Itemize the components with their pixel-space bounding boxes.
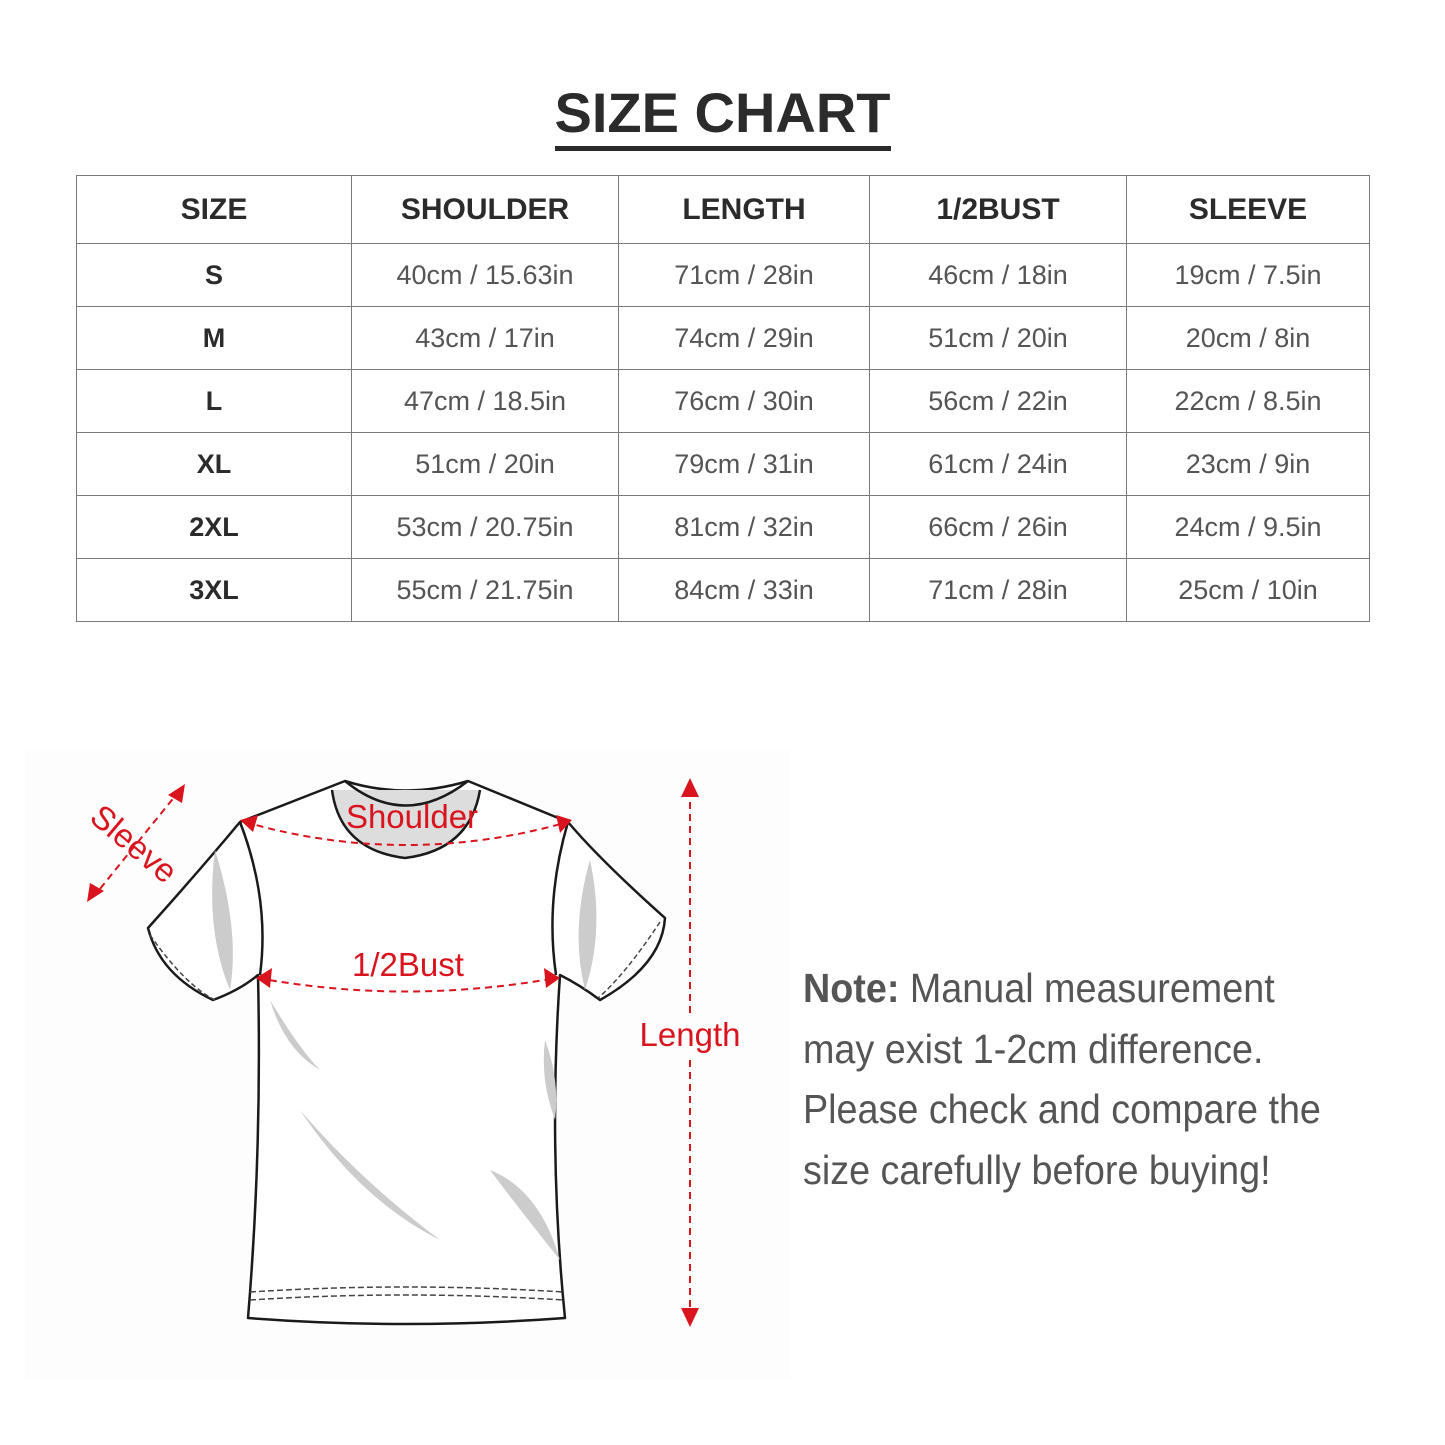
- table-row: 2XL 53cm / 20.75in 81cm / 32in 66cm / 26in 2…: [76, 495, 1370, 559]
- measurement-cell: 56cm / 22in: [869, 369, 1127, 433]
- arrowheads: [87, 778, 699, 1327]
- shoulder-arrow: [244, 821, 569, 846]
- measurement-cell: 25cm / 10in: [1126, 558, 1370, 622]
- measurement-cell: 55cm / 21.75in: [351, 558, 619, 622]
- size-cell: 2XL: [76, 495, 352, 559]
- tshirt-illustration: [146, 779, 667, 1326]
- note-body: Manual measurement may exist 1-2cm diffe…: [803, 965, 1321, 1193]
- bust-arrow: [257, 977, 557, 993]
- measurement-cell: 61cm / 24in: [869, 432, 1127, 496]
- table-header-row: SIZE SHOULDER LENGTH 1/2BUST SLEEVE: [76, 175, 1370, 244]
- measurement-cell: 81cm / 32in: [618, 495, 870, 559]
- size-table: SIZE SHOULDER LENGTH 1/2BUST SLEEVE S 40c…: [76, 175, 1370, 622]
- measurement-cell: 71cm / 28in: [618, 243, 870, 307]
- measurement-cell: 47cm / 18.5in: [351, 369, 619, 433]
- measurement-cell: 22cm / 8.5in: [1126, 369, 1370, 433]
- measurement-cell: 24cm / 9.5in: [1126, 495, 1370, 559]
- measurement-cell: 66cm / 26in: [869, 495, 1127, 559]
- size-cell: XL: [76, 432, 352, 496]
- page-title: SIZE CHART: [0, 82, 1445, 151]
- bust-label: 1/2Bust: [352, 946, 464, 983]
- shoulder-label: Shoulder: [346, 798, 478, 835]
- measurement-cell: 46cm / 18in: [869, 243, 1127, 307]
- measurement-cell: 76cm / 30in: [618, 369, 870, 433]
- measurement-cell: 23cm / 9in: [1126, 432, 1370, 496]
- size-cell: M: [76, 306, 352, 370]
- length-label: Length: [640, 1016, 741, 1053]
- measurement-cell: 74cm / 29in: [618, 306, 870, 370]
- table-row: L 47cm / 18.5in 76cm / 30in 56cm / 22in 22cm…: [76, 369, 1370, 433]
- measurement-cell: 20cm / 8in: [1126, 306, 1370, 370]
- size-cell: L: [76, 369, 352, 433]
- measurement-cell: 71cm / 28in: [869, 558, 1127, 622]
- measurement-cell: 51cm / 20in: [869, 306, 1127, 370]
- measurement-cell: 51cm / 20in: [351, 432, 619, 496]
- measurement-cell: 84cm / 33in: [618, 558, 870, 622]
- table-row: M 43cm / 17in 74cm / 29in 51cm / 20in 20cm /…: [76, 306, 1370, 370]
- note-label: Note:: [803, 965, 900, 1011]
- fabric-shading: [212, 850, 597, 1260]
- table-row: 3XL 55cm / 21.75in 84cm / 33in 71cm / 28in 2…: [76, 558, 1370, 622]
- measurement-arrows: [94, 789, 691, 1315]
- column-header: LENGTH: [618, 175, 870, 244]
- measurement-cell: 43cm / 17in: [351, 306, 619, 370]
- measurement-cell: 19cm / 7.5in: [1126, 243, 1370, 307]
- column-header: SIZE: [76, 175, 352, 244]
- note-text: Note: Manual measurement may exist 1-2cm…: [803, 958, 1337, 1200]
- size-cell: 3XL: [76, 558, 352, 622]
- sleeve-arrow: [94, 789, 181, 896]
